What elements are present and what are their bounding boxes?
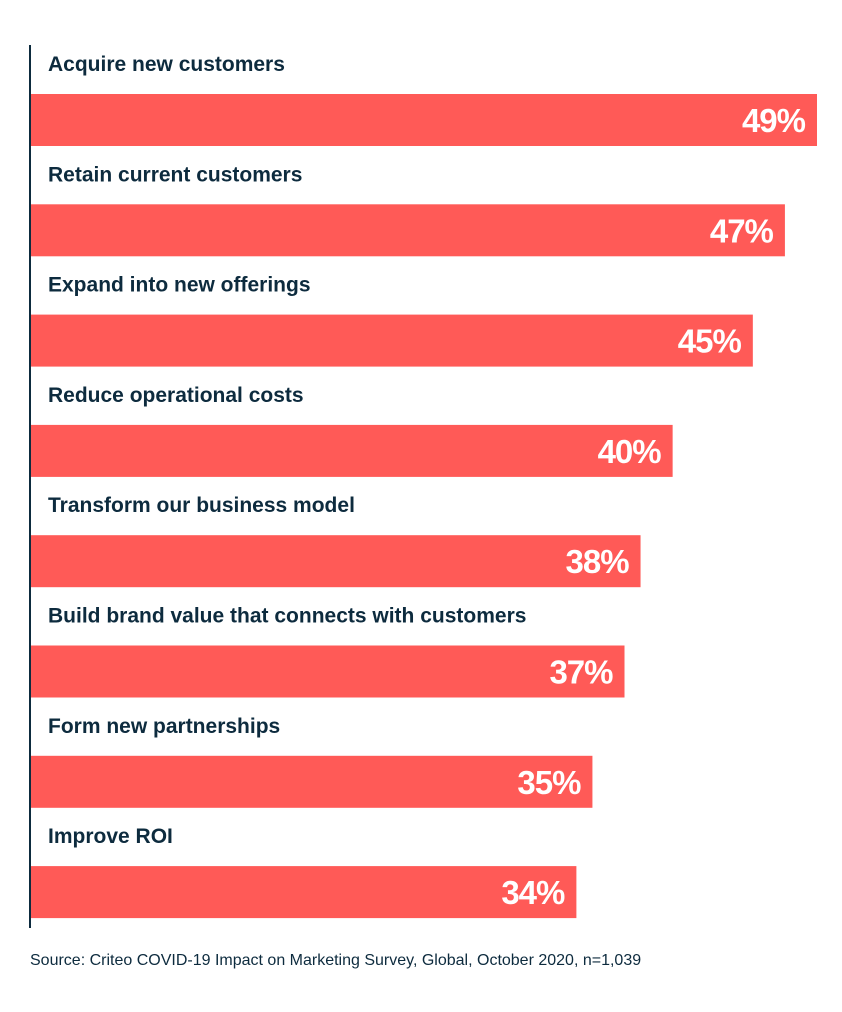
value-label: 34%: [501, 874, 565, 911]
value-label: 47%: [710, 212, 774, 249]
bar: [31, 204, 785, 257]
category-label: Improve ROI: [48, 825, 173, 848]
category-label: Reduce operational costs: [48, 384, 304, 407]
bars-group: Acquire new customers 49% Retain current c…: [31, 53, 817, 919]
value-label: 45%: [678, 323, 742, 360]
bar: [31, 94, 817, 146]
value-label: 38%: [565, 543, 629, 580]
category-label: Build brand value that connects with cus…: [48, 605, 526, 628]
value-label: 49%: [742, 102, 806, 139]
bar: [31, 645, 625, 698]
bar: [31, 535, 641, 588]
category-label: Retain current customers: [48, 163, 302, 186]
bar: [31, 314, 753, 367]
value-label: 35%: [517, 764, 581, 801]
value-label: 40%: [598, 433, 662, 470]
value-label: 37%: [549, 654, 613, 691]
category-label: Acquire new customers: [48, 53, 285, 76]
category-label: Transform our business model: [48, 494, 355, 517]
source-note: Source: Criteo COVID-19 Impact on Market…: [30, 952, 642, 969]
category-label: Form new partnerships: [48, 715, 280, 738]
category-label: Expand into new offerings: [48, 274, 311, 297]
bar: [31, 866, 577, 919]
bar: [31, 424, 673, 477]
bar: [31, 755, 593, 808]
